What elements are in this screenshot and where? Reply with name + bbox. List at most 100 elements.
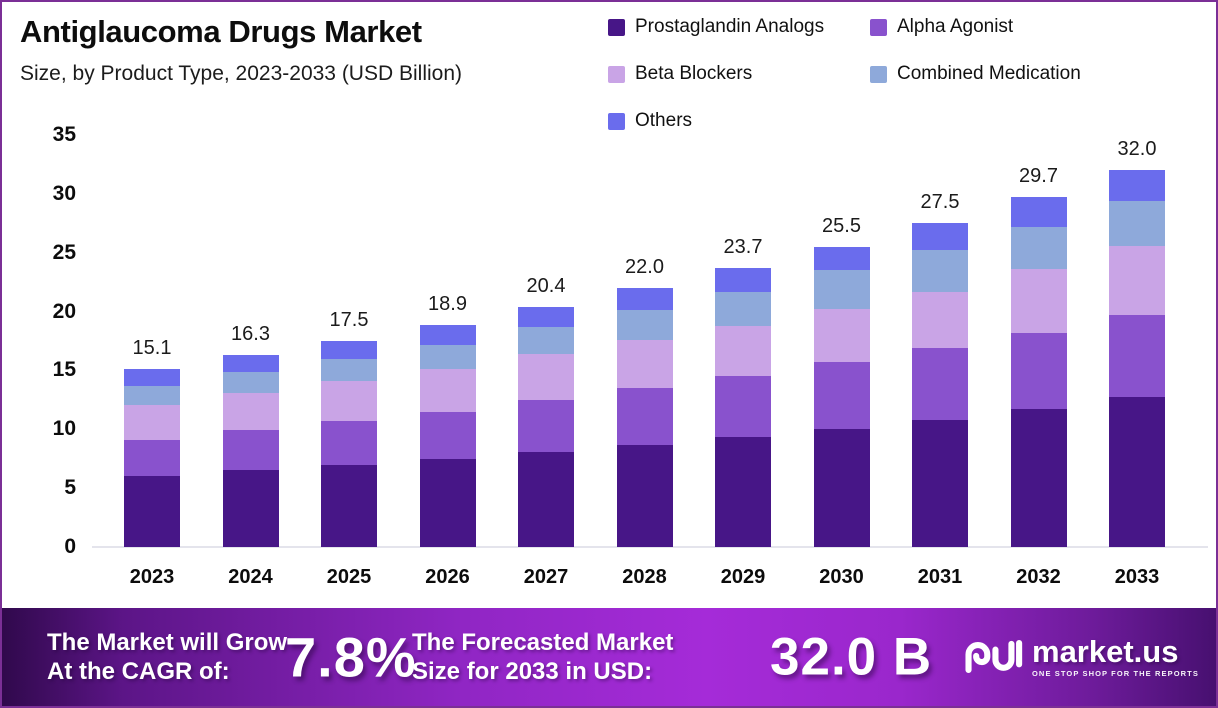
x-tick-2031: 2031 <box>917 566 963 588</box>
x-tick-2032: 2032 <box>1016 566 1061 588</box>
cagr-label-line2: At the CAGR of: <box>47 658 230 685</box>
segment-prostaglandin-analogs-2024 <box>222 470 279 547</box>
segment-combined-medication-2028 <box>616 310 673 340</box>
stacked-bar-2030 <box>813 246 870 547</box>
legend-swatch-icon <box>608 65 625 83</box>
legend-label: Beta Blockers <box>635 63 753 84</box>
segment-prostaglandin-analogs-2028 <box>616 444 673 547</box>
segment-combined-medication-2029 <box>715 291 771 326</box>
legend-swatch-icon <box>608 112 625 130</box>
segment-alpha-agonist-2027 <box>518 399 574 452</box>
segment-others-2028 <box>616 288 673 311</box>
stacked-bar-2023 <box>124 369 180 547</box>
segment-prostaglandin-analogs-2029 <box>715 437 771 547</box>
x-tick-2027: 2027 <box>523 566 569 588</box>
bar-total-label-2024: 16.3 <box>231 323 270 346</box>
segment-others-2027 <box>518 306 574 327</box>
x-tick-2026: 2026 <box>425 566 470 588</box>
x-tick-2023: 2023 <box>129 566 175 588</box>
segment-prostaglandin-analogs-2026 <box>419 458 476 547</box>
forecast-value: 32.0 B <box>770 627 933 687</box>
cagr-label-line1: The Market will Grow <box>47 629 288 656</box>
y-tick-30: 30 <box>52 181 76 205</box>
segment-prostaglandin-analogs-2030 <box>813 429 870 547</box>
segment-beta-blockers-2031 <box>912 291 968 349</box>
segment-beta-blockers-2023 <box>124 404 180 440</box>
y-tick-15: 15 <box>52 358 76 382</box>
segment-others-2023 <box>124 369 180 386</box>
bar-total-label-2027: 20.4 <box>526 274 566 297</box>
segment-alpha-agonist-2029 <box>715 376 771 438</box>
segment-combined-medication-2032 <box>1010 226 1067 270</box>
bar-total-label-2033: 32.0 <box>1117 138 1157 161</box>
legend-item-prostaglandin-analogs: Prostaglandin Analogs <box>608 16 870 38</box>
y-tick-20: 20 <box>52 299 76 323</box>
segment-alpha-agonist-2028 <box>616 388 673 445</box>
bar-total-label-2032: 29.7 <box>1019 165 1058 188</box>
segment-combined-medication-2033 <box>1109 200 1165 246</box>
segment-beta-blockers-2032 <box>1010 269 1067 333</box>
segment-beta-blockers-2025 <box>321 381 377 422</box>
legend-item-alpha-agonist: Alpha Agonist <box>870 16 1200 38</box>
stacked-bar-2027 <box>518 306 574 547</box>
legend-label: Prostaglandin Analogs <box>635 16 825 37</box>
brand-block: market.us ONE STOP SHOP FOR THE REPORTS <box>1032 634 1199 679</box>
bar-total-label-2023: 15.1 <box>132 337 172 360</box>
bar-total-label-2030: 25.5 <box>822 214 861 237</box>
segment-beta-blockers-2033 <box>1109 245 1165 316</box>
legend-item-combined-medication: Combined Medication <box>870 63 1200 85</box>
y-tick-25: 25 <box>52 240 76 264</box>
page-title: Antiglaucoma Drugs Market <box>20 14 422 49</box>
brand-name: market.us <box>1032 634 1179 669</box>
segment-alpha-agonist-2024 <box>222 430 279 471</box>
legend-swatch-icon <box>870 18 887 36</box>
x-tick-2028: 2028 <box>622 566 667 588</box>
segment-others-2029 <box>715 268 771 292</box>
stacked-bar-2032 <box>1010 197 1067 547</box>
segment-combined-medication-2025 <box>321 358 377 382</box>
x-tick-2033: 2033 <box>1114 566 1160 588</box>
stacked-bar-2026 <box>419 324 476 547</box>
segment-others-2030 <box>813 246 870 271</box>
bar-total-label-2031: 27.5 <box>920 191 960 214</box>
segment-beta-blockers-2024 <box>222 392 279 431</box>
segment-prostaglandin-analogs-2033 <box>1109 397 1165 547</box>
forecast-label-line1: The Forecasted Market <box>412 629 674 656</box>
segment-alpha-agonist-2030 <box>813 362 870 430</box>
segment-combined-medication-2024 <box>222 371 279 393</box>
x-tick-2024: 2024 <box>228 566 273 588</box>
segment-alpha-agonist-2025 <box>321 421 377 465</box>
forecast-label-line2: Size for 2033 in USD: <box>412 658 653 685</box>
segment-combined-medication-2031 <box>912 250 968 292</box>
segment-combined-medication-2026 <box>419 344 476 370</box>
x-tick-2030: 2030 <box>819 566 864 588</box>
legend-label: Alpha Agonist <box>897 16 1014 37</box>
segment-prostaglandin-analogs-2025 <box>321 464 377 547</box>
stacked-bar-2029 <box>715 268 771 547</box>
x-tick-2029: 2029 <box>720 566 766 588</box>
segment-combined-medication-2027 <box>518 326 574 354</box>
forecast-label: The Forecasted Market Size for 2033 in U… <box>412 628 673 686</box>
bar-total-label-2028: 22.0 <box>625 256 664 279</box>
segment-alpha-agonist-2023 <box>124 439 180 477</box>
segment-combined-medication-2023 <box>124 385 180 405</box>
segment-beta-blockers-2030 <box>813 309 870 363</box>
y-tick-35: 35 <box>52 123 76 146</box>
segment-beta-blockers-2026 <box>419 369 476 412</box>
cagr-value: 7.8% <box>285 625 417 689</box>
x-axis-baseline <box>92 546 1208 548</box>
bar-total-label-2025: 17.5 <box>329 309 369 331</box>
segment-combined-medication-2030 <box>813 270 870 310</box>
stacked-bar-2025 <box>321 341 377 547</box>
segment-others-2033 <box>1109 170 1165 201</box>
segment-prostaglandin-analogs-2023 <box>124 476 180 547</box>
y-tick-5: 5 <box>64 476 76 500</box>
market-us-swirl-logo-icon <box>962 628 1024 687</box>
legend: Prostaglandin Analogs Alpha Agonist Beta B… <box>608 16 1200 132</box>
y-tick-10: 10 <box>52 417 76 441</box>
legend-label: Others <box>635 110 693 131</box>
segment-others-2026 <box>419 324 476 345</box>
legend-item-others: Others <box>608 110 870 132</box>
